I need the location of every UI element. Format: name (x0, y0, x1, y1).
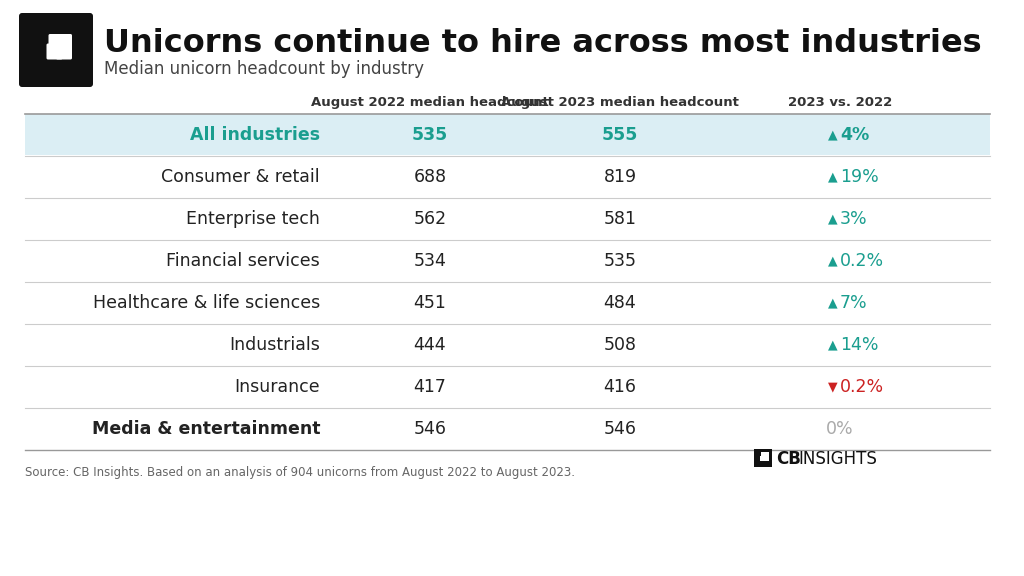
Text: 4%: 4% (840, 126, 869, 144)
FancyBboxPatch shape (760, 456, 765, 461)
Text: 546: 546 (414, 420, 446, 438)
Text: 508: 508 (603, 336, 637, 354)
Text: 819: 819 (603, 168, 637, 186)
Text: 535: 535 (603, 252, 637, 270)
Text: Enterprise tech: Enterprise tech (186, 210, 319, 228)
FancyBboxPatch shape (764, 456, 769, 461)
Text: 535: 535 (412, 126, 449, 144)
Text: 0%: 0% (826, 420, 854, 438)
Text: INSIGHTS: INSIGHTS (798, 450, 877, 468)
Text: Unicorns continue to hire across most industries: Unicorns continue to hire across most in… (104, 28, 982, 59)
Text: Media & entertainment: Media & entertainment (91, 420, 319, 438)
Text: 562: 562 (414, 210, 446, 228)
Text: ▲: ▲ (828, 128, 838, 142)
Text: 0.2%: 0.2% (840, 378, 884, 396)
Text: 0.2%: 0.2% (840, 252, 884, 270)
Text: All industries: All industries (189, 126, 319, 144)
Text: 444: 444 (414, 336, 446, 354)
FancyBboxPatch shape (754, 449, 772, 467)
Text: 7%: 7% (840, 294, 867, 312)
FancyBboxPatch shape (48, 34, 62, 50)
Text: 3%: 3% (840, 210, 867, 228)
Text: Industrials: Industrials (229, 336, 319, 354)
Text: ▲: ▲ (828, 297, 838, 309)
Text: 19%: 19% (840, 168, 879, 186)
Text: Healthcare & life sciences: Healthcare & life sciences (93, 294, 319, 312)
Text: 581: 581 (603, 210, 637, 228)
Text: ▲: ▲ (828, 339, 838, 351)
FancyBboxPatch shape (56, 34, 72, 50)
Text: CB: CB (776, 450, 801, 468)
FancyBboxPatch shape (56, 44, 72, 59)
FancyBboxPatch shape (19, 13, 93, 87)
Text: Consumer & retail: Consumer & retail (162, 168, 319, 186)
Text: Insurance: Insurance (234, 378, 319, 396)
FancyBboxPatch shape (46, 44, 62, 59)
Text: Financial services: Financial services (166, 252, 319, 270)
Text: ▲: ▲ (828, 170, 838, 184)
Text: 451: 451 (414, 294, 446, 312)
Text: Median unicorn headcount by industry: Median unicorn headcount by industry (104, 60, 424, 78)
FancyBboxPatch shape (761, 453, 765, 457)
Text: 416: 416 (603, 378, 637, 396)
Text: ▼: ▼ (828, 381, 838, 393)
Text: 484: 484 (603, 294, 636, 312)
Text: August 2022 median headcount: August 2022 median headcount (311, 96, 549, 109)
Text: 14%: 14% (840, 336, 879, 354)
FancyBboxPatch shape (764, 453, 769, 457)
Text: 534: 534 (414, 252, 446, 270)
Text: 688: 688 (414, 168, 446, 186)
Text: 555: 555 (602, 126, 638, 144)
Text: Source: CB Insights. Based on an analysis of 904 unicorns from August 2022 to Au: Source: CB Insights. Based on an analysi… (25, 466, 575, 479)
Text: 2023 vs. 2022: 2023 vs. 2022 (787, 96, 892, 109)
Text: August 2023 median headcount: August 2023 median headcount (501, 96, 739, 109)
Text: 546: 546 (603, 420, 637, 438)
Text: 417: 417 (414, 378, 446, 396)
Text: ▲: ▲ (828, 213, 838, 225)
Text: ▲: ▲ (828, 255, 838, 267)
FancyBboxPatch shape (25, 114, 990, 155)
